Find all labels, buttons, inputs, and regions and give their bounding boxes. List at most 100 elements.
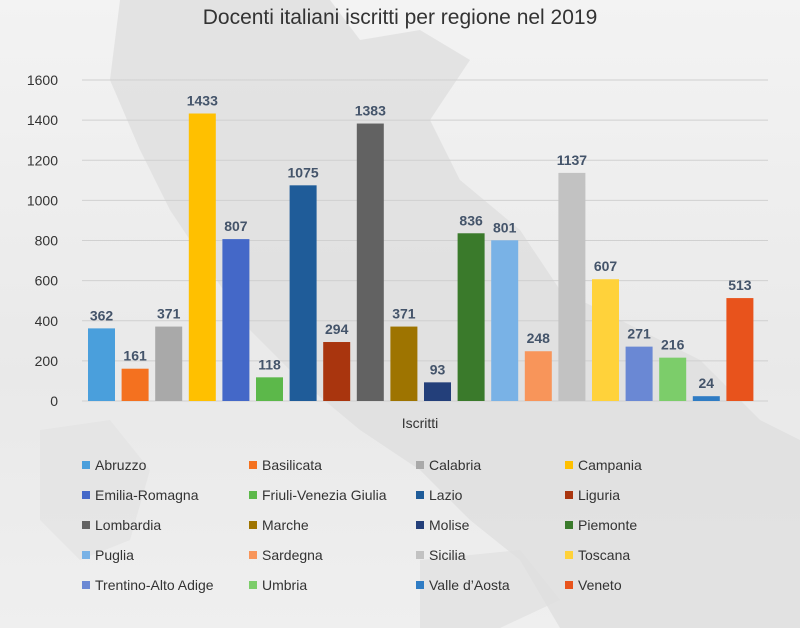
legend-swatch	[249, 551, 257, 559]
legend-swatch	[82, 581, 90, 589]
legend-label: Sardegna	[262, 547, 323, 563]
legend-item: Sardegna	[249, 545, 323, 565]
legend-item: Calabria	[416, 455, 481, 475]
legend-item: Campania	[565, 455, 642, 475]
legend-swatch	[249, 461, 257, 469]
bar-abruzzo	[88, 328, 115, 401]
data-label: 24	[699, 375, 715, 391]
data-label: 118	[258, 356, 281, 372]
legend-item: Puglia	[82, 545, 134, 565]
data-label: 362	[90, 307, 114, 323]
legend-swatch	[565, 581, 573, 589]
data-label: 371	[157, 306, 181, 322]
legend-swatch	[416, 491, 424, 499]
bar-basilicata	[121, 368, 149, 401]
bar-friuli-venezia-giulia	[256, 377, 283, 401]
y-axis-ticks: 0 200 400 600 800 1000 1200 1400 1600	[27, 72, 58, 409]
legend-item: Molise	[416, 515, 469, 535]
y-tick-label: 1600	[27, 72, 58, 88]
legend-label: Molise	[429, 517, 470, 533]
legend-label: Marche	[262, 517, 309, 533]
legend-swatch	[565, 521, 573, 529]
data-label: 216	[661, 337, 685, 353]
bar-valle-d-aosta	[692, 396, 720, 401]
legend-label: Puglia	[95, 547, 134, 563]
data-label: 513	[728, 277, 752, 293]
legend-swatch	[82, 461, 90, 469]
bar-emilia-romagna	[222, 239, 250, 401]
legend-item: Veneto	[565, 575, 622, 595]
data-label: 801	[493, 219, 517, 235]
data-label: 836	[459, 212, 483, 228]
legend-swatch	[565, 491, 573, 499]
legend-item: Trentino-Alto Adige	[82, 575, 214, 595]
data-label: 93	[430, 361, 446, 377]
data-label: 807	[224, 218, 248, 234]
legend-swatch	[416, 551, 424, 559]
legend-item: Umbria	[249, 575, 307, 595]
data-label: 161	[123, 348, 147, 364]
y-tick-label: 800	[35, 233, 59, 249]
bar-campania	[188, 113, 216, 402]
data-label: 248	[527, 330, 551, 346]
legend-label: Sicilia	[429, 547, 466, 563]
legend-label: Piemonte	[578, 517, 638, 533]
legend-label: Liguria	[578, 487, 621, 503]
data-label: 1383	[355, 103, 386, 119]
legend-label: Friuli-Venezia Giulia	[262, 487, 387, 503]
bar-sardegna	[524, 351, 552, 401]
bar-toscana	[592, 279, 619, 401]
legend-item: Piemonte	[565, 515, 637, 535]
bar-umbria	[659, 357, 687, 401]
bar-trentino-alto-adige	[625, 346, 653, 401]
bar-molise	[424, 382, 451, 401]
legend-item: Basilicata	[249, 455, 322, 475]
data-label: 294	[325, 321, 349, 337]
legend-label: Umbria	[262, 577, 308, 593]
legend-item: Valle d’Aosta	[416, 575, 510, 595]
legend-item: Friuli-Venezia Giulia	[249, 485, 387, 505]
legend-item: Lazio	[416, 485, 462, 505]
legend-item: Abruzzo	[82, 455, 146, 475]
legend-swatch	[565, 461, 573, 469]
legend-swatch	[249, 521, 257, 529]
y-tick-label: 0	[50, 393, 58, 409]
legend-label: Trentino-Alto Adige	[95, 577, 214, 593]
bar-sicilia	[558, 172, 586, 401]
data-label: 607	[594, 258, 618, 274]
legend-swatch	[416, 521, 424, 529]
bar-veneto	[726, 298, 754, 401]
legend-item: Sicilia	[416, 545, 466, 565]
legend-label: Campania	[578, 457, 642, 473]
legend-swatch	[249, 581, 257, 589]
legend-label: Lombardia	[95, 517, 162, 533]
bar-liguria	[323, 342, 351, 401]
legend-swatch	[82, 521, 90, 529]
legend-label: Abruzzo	[95, 457, 147, 473]
gridlines	[82, 79, 768, 402]
legend-swatch	[416, 461, 424, 469]
legend-item: Liguria	[565, 485, 620, 505]
bar-marche	[390, 326, 418, 401]
bar-calabria	[155, 326, 183, 401]
legend-swatch	[249, 491, 257, 499]
bar-lazio	[289, 185, 317, 401]
y-tick-label: 1200	[27, 152, 58, 168]
y-tick-label: 400	[35, 313, 59, 329]
legend-label: Veneto	[578, 577, 622, 593]
legend-label: Toscana	[578, 547, 631, 563]
legend-item: Lombardia	[82, 515, 161, 535]
bar-puglia	[491, 240, 519, 401]
legend-label: Calabria	[429, 457, 482, 473]
legend-swatch	[565, 551, 573, 559]
legend-swatch	[416, 581, 424, 589]
data-label: 1137	[557, 152, 588, 168]
legend-label: Basilicata	[262, 457, 322, 473]
data-label: 271	[627, 326, 651, 342]
x-axis-label: Iscritti	[402, 415, 439, 431]
data-label: 371	[392, 306, 416, 322]
chart-plot: 0 200 400 600 800 1000 1200 1400 1600 362 161 371 1…	[27, 72, 768, 431]
legend-swatch	[82, 491, 90, 499]
bar-lombardia	[356, 123, 384, 402]
